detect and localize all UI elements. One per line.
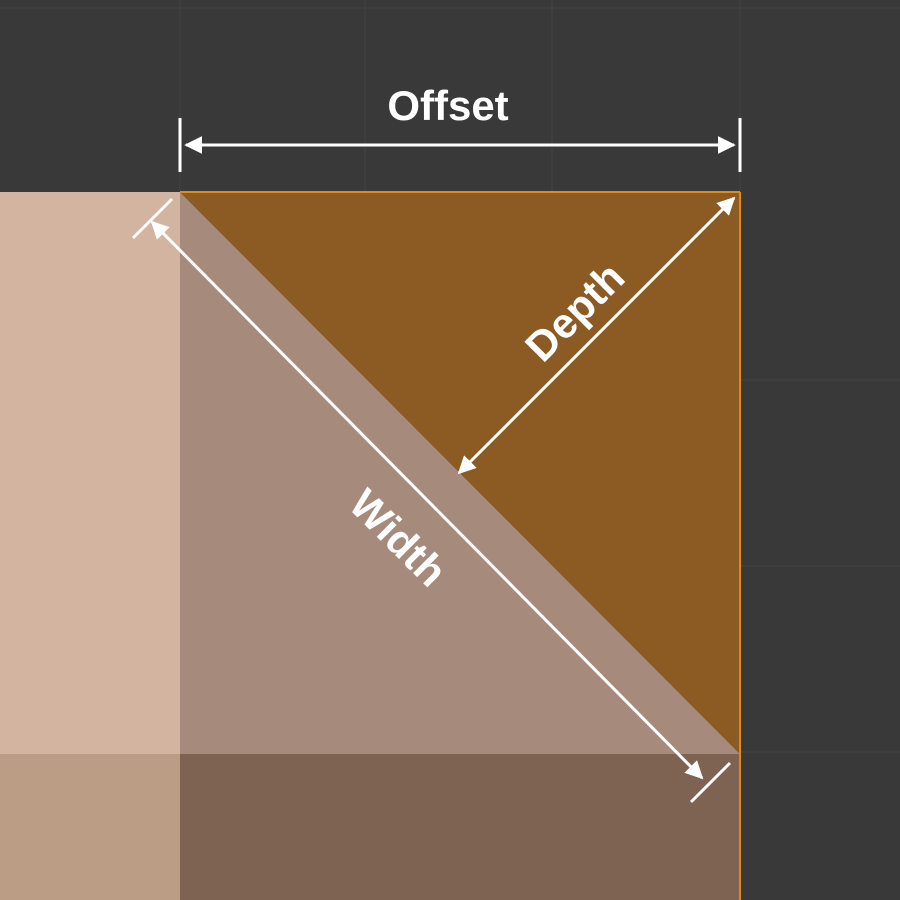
width-arrow <box>150 220 704 780</box>
bottom-right-face <box>180 754 740 900</box>
background-grid <box>0 0 900 752</box>
selected-edges <box>180 191 741 900</box>
left-face <box>0 192 180 754</box>
offset-dimension <box>178 118 742 172</box>
width-dimension <box>131 197 732 804</box>
offset-label: Offset <box>387 82 508 129</box>
bottom-left-face <box>0 754 180 900</box>
